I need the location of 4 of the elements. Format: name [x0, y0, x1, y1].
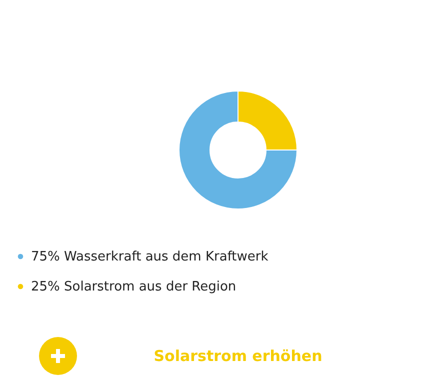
- text: Solarstrom erhöhen: [154, 347, 322, 365]
- donut-slice: [178, 90, 298, 210]
- legend-label: 75% Wasserkraft aus dem Kraftwerk: [31, 250, 269, 264]
- legend-label: 25% Solarstrom aus der Region: [31, 280, 236, 294]
